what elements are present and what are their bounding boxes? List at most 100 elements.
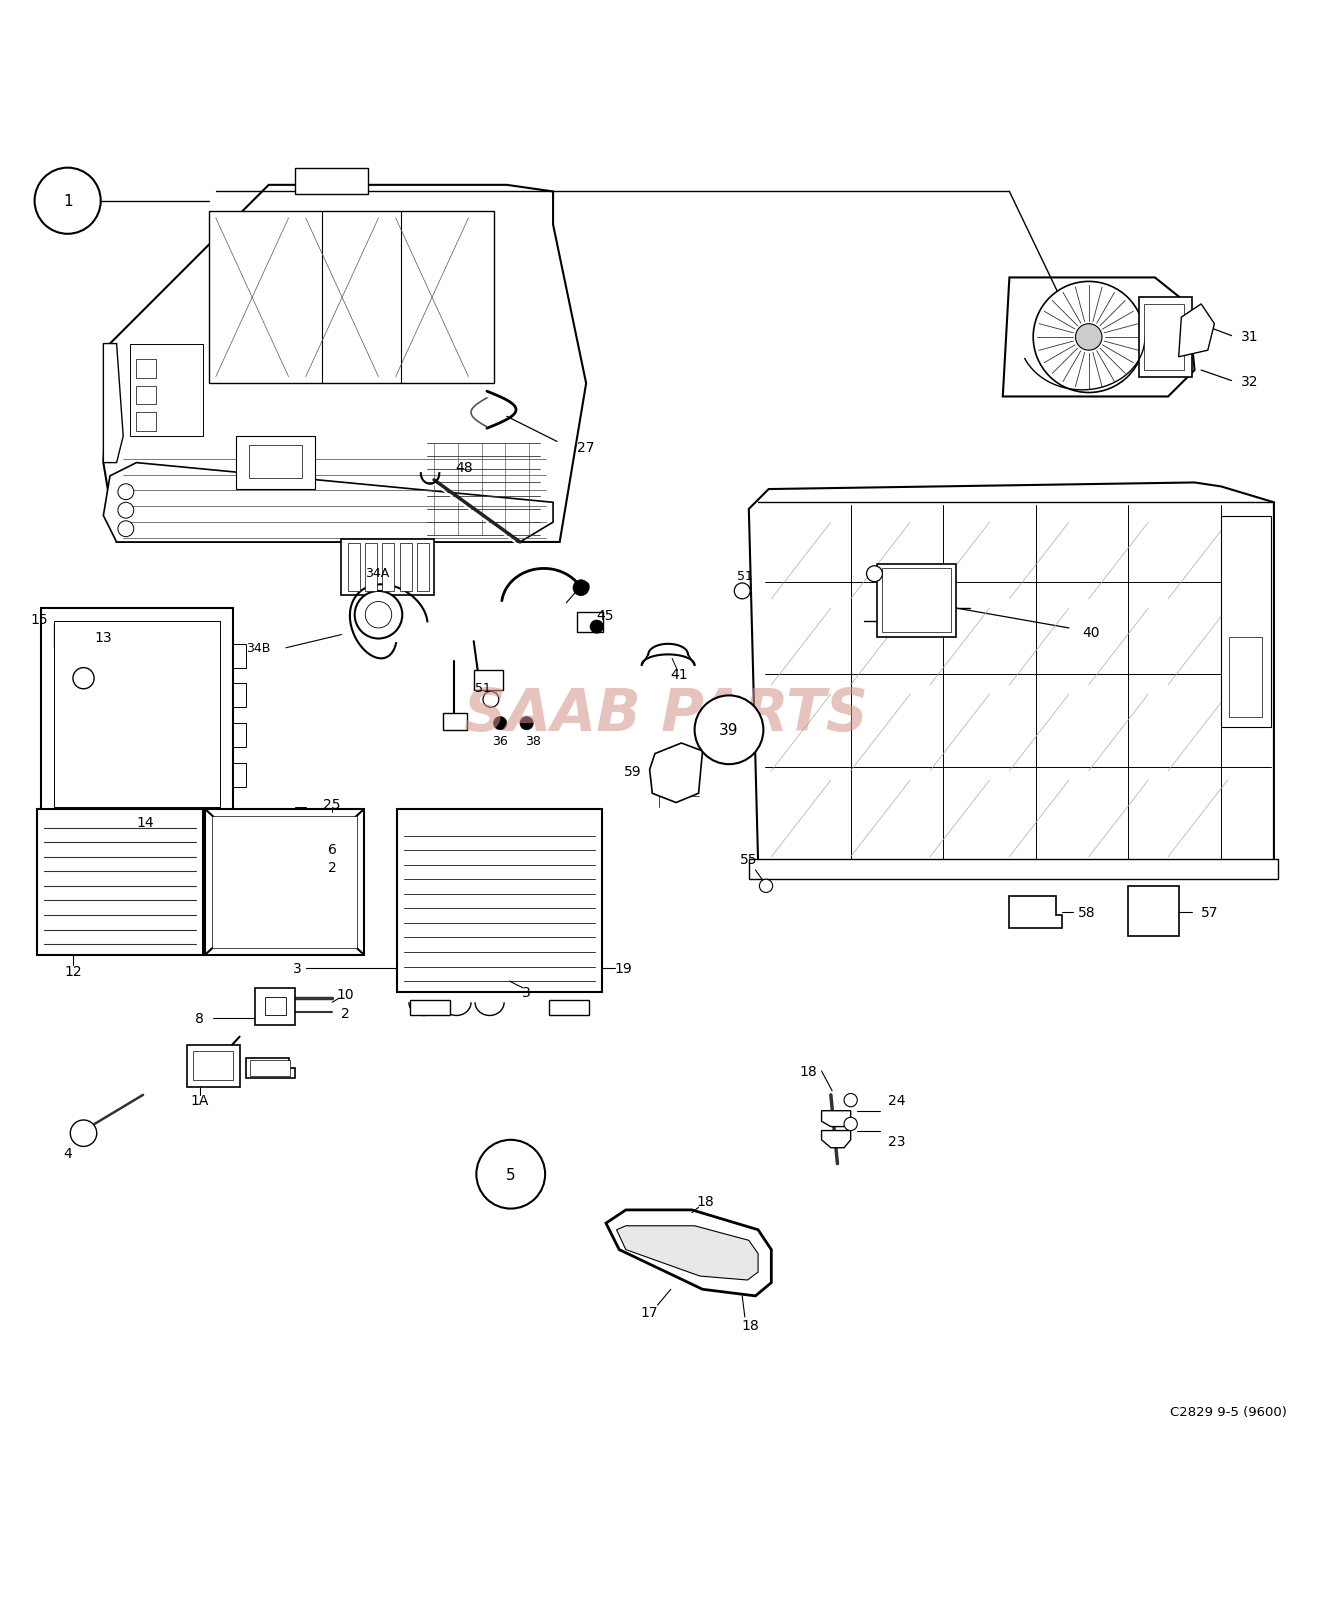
- Bar: [1229, 638, 1262, 717]
- Circle shape: [1075, 324, 1102, 350]
- Circle shape: [476, 1139, 546, 1209]
- Bar: [193, 1052, 233, 1081]
- Circle shape: [354, 592, 402, 639]
- Text: 15: 15: [31, 612, 48, 626]
- Bar: [256, 988, 295, 1025]
- Bar: [233, 644, 246, 668]
- Text: 40: 40: [1082, 626, 1099, 639]
- Circle shape: [118, 504, 134, 518]
- Circle shape: [118, 521, 134, 537]
- Bar: [576, 613, 603, 633]
- Text: 12: 12: [64, 964, 81, 978]
- Text: 51: 51: [737, 570, 753, 583]
- Text: 34B: 34B: [246, 642, 270, 655]
- Circle shape: [866, 567, 882, 583]
- Bar: [193, 818, 220, 833]
- Text: 58: 58: [1078, 905, 1095, 920]
- Bar: [212, 817, 357, 949]
- Text: 31: 31: [1240, 329, 1259, 344]
- Text: 2: 2: [341, 1006, 350, 1020]
- Circle shape: [118, 484, 134, 500]
- Polygon shape: [104, 463, 554, 542]
- Text: 41: 41: [669, 668, 688, 681]
- Polygon shape: [749, 483, 1274, 862]
- Text: 51: 51: [475, 681, 491, 694]
- Text: 36: 36: [492, 734, 508, 747]
- Text: 57: 57: [1201, 905, 1219, 920]
- Text: 38: 38: [526, 734, 542, 747]
- Bar: [1145, 305, 1185, 371]
- Text: 13: 13: [95, 631, 112, 646]
- Circle shape: [760, 880, 772, 893]
- Bar: [295, 168, 367, 195]
- Bar: [137, 360, 156, 379]
- Text: 23: 23: [888, 1135, 905, 1149]
- Circle shape: [483, 692, 499, 709]
- Text: 55: 55: [740, 852, 757, 867]
- Polygon shape: [104, 186, 586, 542]
- Text: 6: 6: [327, 843, 337, 857]
- Polygon shape: [650, 744, 703, 804]
- Bar: [233, 763, 246, 788]
- Bar: [397, 810, 602, 993]
- Bar: [474, 671, 503, 691]
- Polygon shape: [821, 1131, 851, 1148]
- Bar: [137, 413, 156, 431]
- Polygon shape: [209, 211, 494, 384]
- Text: 19: 19: [615, 962, 632, 975]
- Circle shape: [73, 668, 95, 689]
- Bar: [249, 445, 302, 479]
- Text: 59: 59: [624, 765, 642, 778]
- Text: 27: 27: [578, 441, 595, 455]
- Text: C2829 9-5 (9600): C2829 9-5 (9600): [1170, 1404, 1287, 1417]
- Polygon shape: [1179, 305, 1214, 358]
- Text: 14: 14: [136, 815, 153, 830]
- Text: 5: 5: [506, 1167, 515, 1181]
- Bar: [233, 684, 246, 709]
- Circle shape: [590, 621, 603, 634]
- Bar: [882, 570, 952, 633]
- Text: 8: 8: [196, 1012, 205, 1025]
- Circle shape: [574, 581, 588, 596]
- Text: 39: 39: [719, 723, 739, 738]
- Text: 49: 49: [574, 581, 591, 594]
- Bar: [1221, 516, 1271, 728]
- Circle shape: [1033, 282, 1145, 394]
- Circle shape: [695, 696, 764, 765]
- Circle shape: [71, 1120, 97, 1146]
- Circle shape: [735, 584, 751, 599]
- Bar: [550, 1001, 588, 1015]
- Bar: [250, 1060, 290, 1077]
- Text: 25: 25: [323, 797, 341, 812]
- Bar: [236, 437, 315, 489]
- Bar: [55, 621, 220, 807]
- Text: 18: 18: [696, 1194, 713, 1207]
- Bar: [410, 1001, 450, 1015]
- Polygon shape: [1009, 897, 1062, 928]
- Bar: [186, 1044, 240, 1088]
- Text: 24: 24: [888, 1093, 905, 1107]
- Bar: [130, 344, 202, 437]
- Polygon shape: [246, 1059, 295, 1078]
- Text: 18: 18: [800, 1064, 817, 1078]
- Circle shape: [520, 717, 534, 730]
- Bar: [265, 997, 286, 1015]
- Bar: [399, 544, 411, 592]
- Text: 17: 17: [640, 1306, 659, 1319]
- Polygon shape: [821, 1110, 851, 1127]
- Bar: [877, 565, 957, 638]
- Circle shape: [844, 1094, 857, 1107]
- Circle shape: [844, 1117, 857, 1131]
- Bar: [1129, 886, 1179, 936]
- Bar: [137, 387, 156, 405]
- Bar: [37, 810, 202, 955]
- Text: 1: 1: [63, 194, 72, 210]
- Text: 34A: 34A: [365, 567, 389, 579]
- Bar: [443, 713, 467, 730]
- Circle shape: [494, 717, 507, 730]
- Circle shape: [35, 168, 101, 234]
- Bar: [205, 810, 363, 955]
- Bar: [749, 860, 1278, 880]
- Polygon shape: [606, 1210, 771, 1296]
- Bar: [417, 544, 429, 592]
